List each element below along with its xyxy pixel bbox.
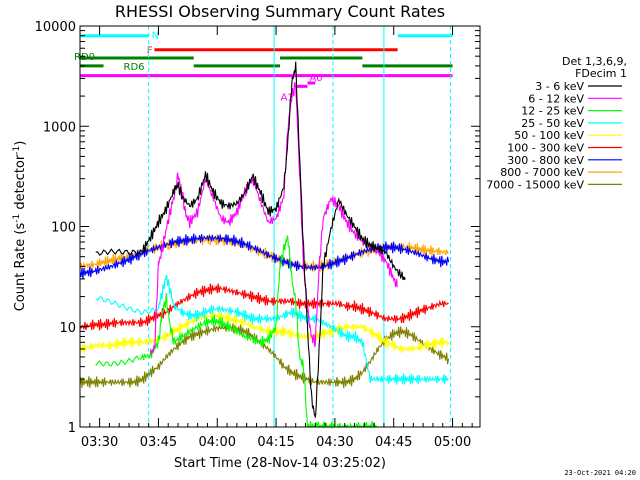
x-tick-label: 03:30 — [81, 435, 118, 450]
x-tick-label: 04:30 — [316, 435, 353, 450]
x-tick-label: 05:00 — [434, 435, 471, 450]
flag-label: A0 — [309, 73, 322, 84]
legend-entry-label: 100 - 300 keV — [507, 142, 584, 155]
legend-entry-label: 300 - 800 keV — [507, 154, 584, 167]
series-line — [95, 274, 449, 385]
flags-layer: NF RD0 RD6 A1 A0 — [74, 31, 453, 103]
legend-entry-label: 12 - 25 keV — [521, 105, 584, 118]
legend-entry-label: 3 - 6 keV — [535, 80, 584, 93]
vertical-markers — [79, 26, 452, 427]
flag-label: F — [147, 46, 153, 57]
series-line — [95, 235, 378, 430]
flag-label: A1 — [280, 92, 293, 103]
plot-frame — [79, 25, 481, 428]
flag-label: RD0 — [74, 52, 95, 63]
flag-label: RD6 — [124, 62, 145, 73]
legend-entry-label: 50 - 100 keV — [514, 129, 584, 142]
legend-entry-label: 25 - 50 keV — [521, 117, 584, 130]
y-tick-label: 10000 — [35, 20, 76, 35]
series-line — [79, 283, 449, 331]
series-line — [150, 82, 399, 356]
series-line — [79, 310, 450, 354]
x-axis: 03:30 03:45 04:00 04:15 04:30 04:45 05:00 — [79, 26, 473, 450]
timestamp: 23-Oct-2021 04:20 — [564, 469, 636, 477]
series-line — [95, 61, 406, 418]
chart-title: RHESSI Observing Summary Count Rates — [115, 2, 445, 21]
y-tick-label: 1000 — [43, 120, 76, 135]
y-axis: 1 10 100 1000 10000 — [35, 20, 480, 436]
flag-label: N — [152, 31, 159, 42]
x-tick-label: 04:00 — [199, 435, 236, 450]
y-tick-label: 1 — [68, 421, 76, 436]
series-line — [79, 233, 450, 280]
legend-entry-label: 6 - 12 keV — [528, 92, 584, 105]
y-tick-label: 100 — [51, 221, 76, 236]
legend-entry-label: 7000 - 15000 keV — [486, 178, 584, 191]
x-tick-label: 04:15 — [257, 435, 294, 450]
legend-header-line-2: FDecim 1 — [575, 67, 627, 80]
y-tick-label: 10 — [59, 321, 76, 336]
series-layer — [79, 61, 450, 430]
legend-entry-label: 800 - 7000 keV — [500, 166, 584, 179]
y-axis-label: Count Rate (s-1 detector-1) — [12, 141, 28, 312]
legend-header-line-1: Det 1,3,6,9, — [562, 55, 627, 68]
x-tick-label: 03:45 — [140, 435, 177, 450]
x-tick-label: 04:45 — [375, 435, 412, 450]
x-axis-label: Start Time (28-Nov-14 03:25:02) — [174, 456, 386, 471]
